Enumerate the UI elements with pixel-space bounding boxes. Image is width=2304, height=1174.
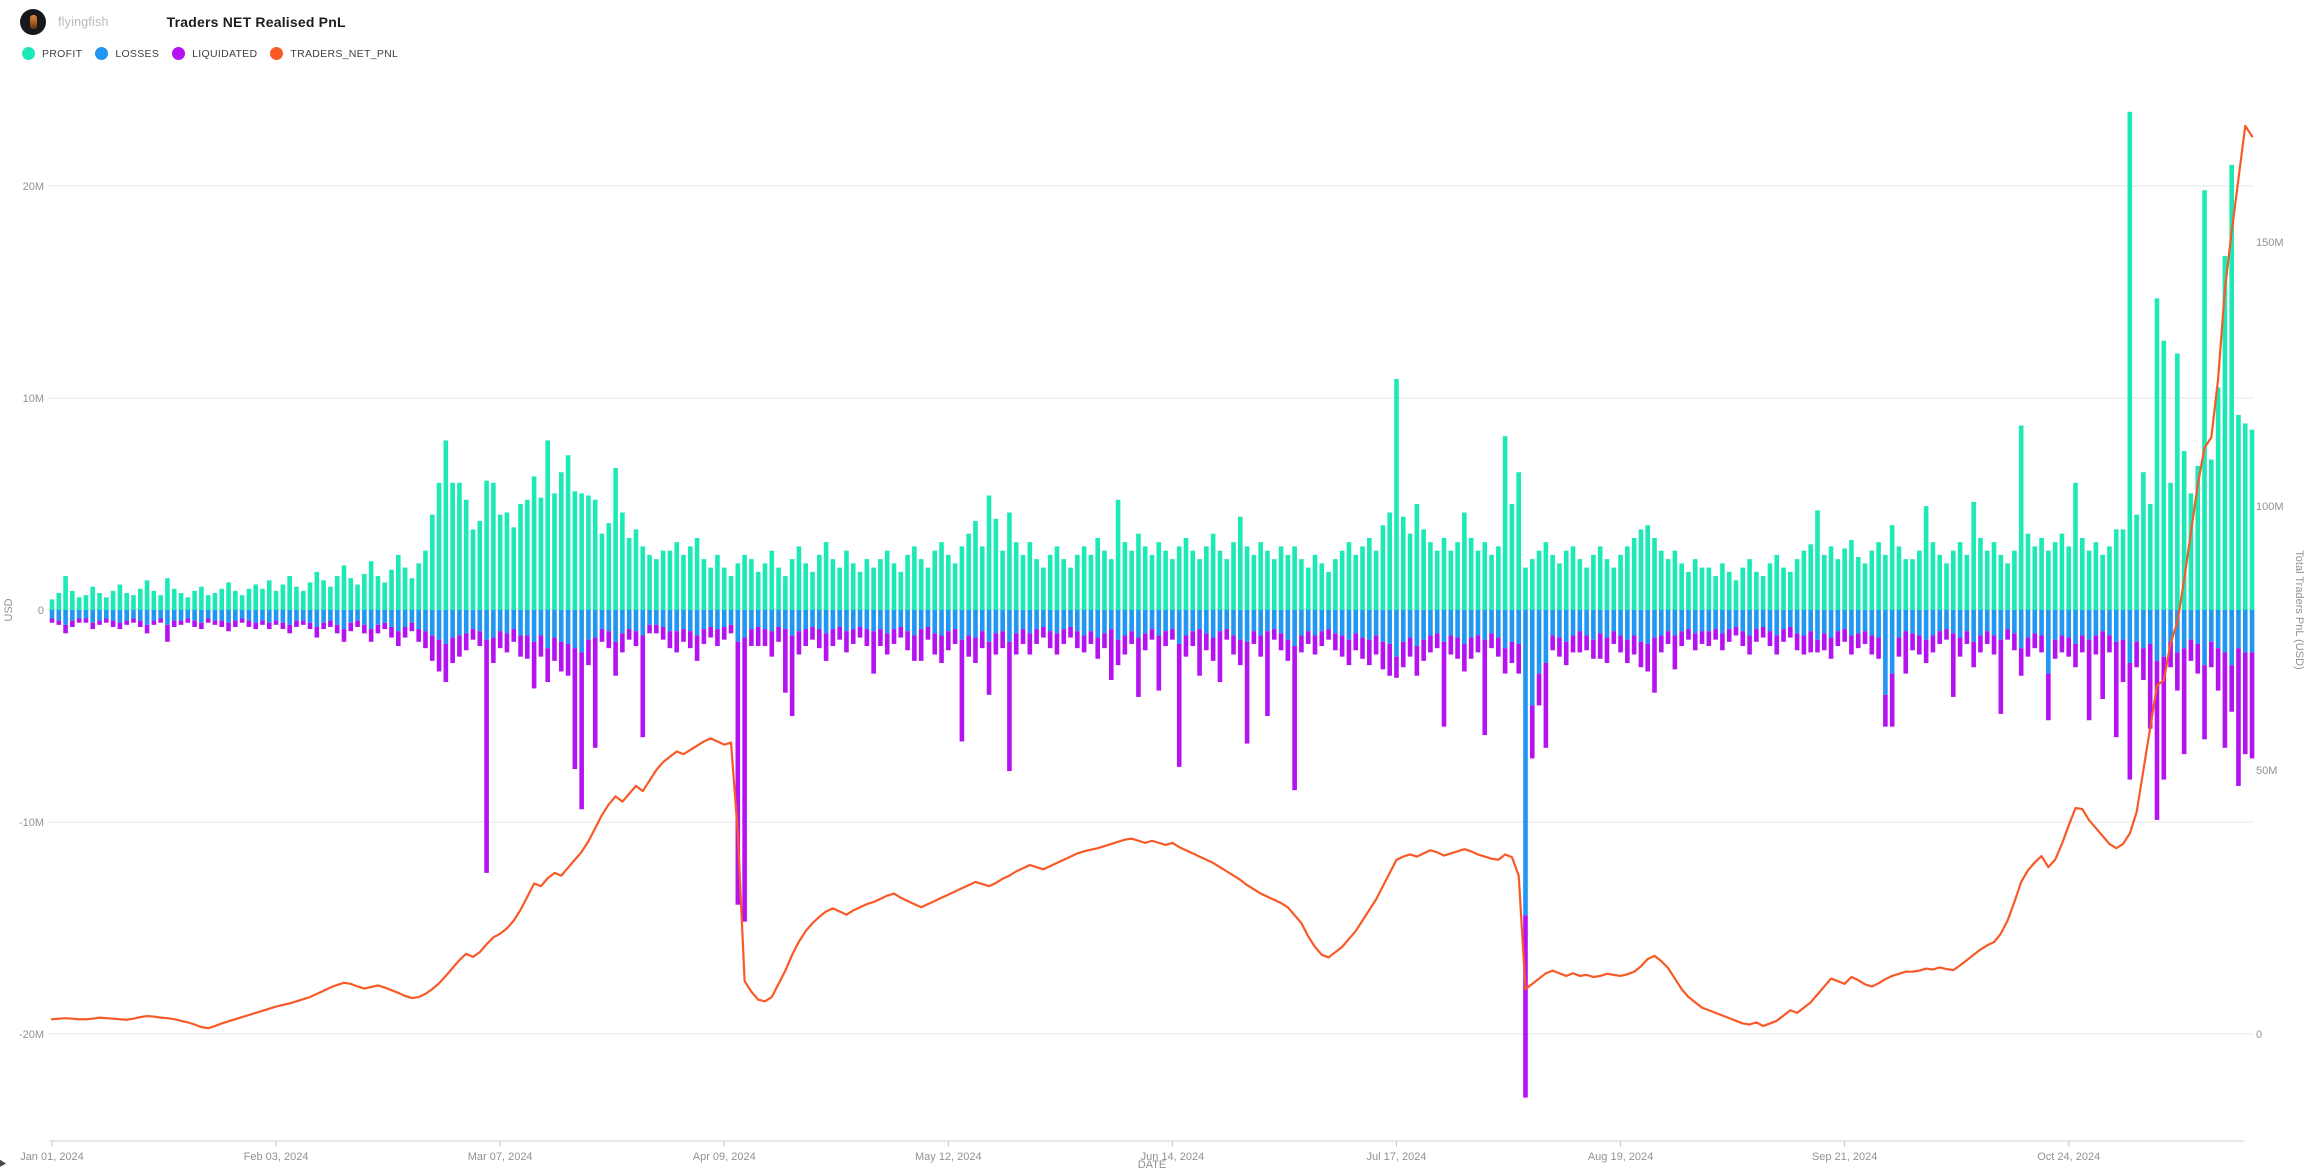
liquidated-dot-icon [172, 47, 186, 60]
legend-item-profit[interactable]: PROFIT [22, 47, 82, 60]
legend-label: LIQUIDATED [192, 47, 258, 60]
svg-text:Jul 17, 2024: Jul 17, 2024 [1367, 1151, 1427, 1163]
svg-text:Total Traders PnL (USD): Total Traders PnL (USD) [2293, 550, 2304, 669]
svg-text:DATE: DATE [1138, 1159, 1167, 1169]
svg-text:May 12, 2024: May 12, 2024 [915, 1151, 982, 1163]
chart-legend: PROFIT LOSSES LIQUIDATED TRADERS_NET_PNL [22, 47, 411, 60]
svg-text:Apr 09, 2024: Apr 09, 2024 [693, 1151, 756, 1163]
legend-label: TRADERS_NET_PNL [290, 47, 399, 60]
svg-text:50M: 50M [2256, 765, 2277, 777]
legend-item-traders-net-pnl[interactable]: TRADERS_NET_PNL [270, 47, 398, 60]
svg-text:0: 0 [38, 605, 44, 617]
legend-label: LOSSES [115, 47, 160, 60]
svg-text:100M: 100M [2256, 501, 2284, 513]
legend-label: PROFIT [42, 47, 83, 60]
svg-text:20M: 20M [23, 181, 44, 193]
svg-text:10M: 10M [23, 393, 44, 405]
profit-dot-icon [22, 47, 35, 60]
traders-net-pnl-dot-icon [270, 47, 284, 60]
brand-name: flyingfish [58, 15, 109, 29]
legend-item-losses[interactable]: LOSSES [95, 47, 159, 60]
svg-text:-10M: -10M [19, 817, 44, 829]
svg-text:Jun 14, 2024: Jun 14, 2024 [1141, 1151, 1205, 1163]
losses-dot-icon [95, 47, 109, 60]
svg-text:USD: USD [3, 598, 15, 621]
svg-text:Mar 07, 2024: Mar 07, 2024 [468, 1151, 533, 1163]
svg-text:Feb 03, 2024: Feb 03, 2024 [244, 1151, 309, 1163]
page-title: Traders NET Realised PnL [166, 14, 346, 30]
app-header: flyingfish Traders NET Realised PnL [20, 7, 346, 37]
svg-text:Sep 21, 2024: Sep 21, 2024 [1812, 1151, 1877, 1163]
svg-text:-20M: -20M [19, 1029, 44, 1041]
svg-text:150M: 150M [2256, 237, 2284, 249]
legend-item-liquidated[interactable]: LIQUIDATED [172, 47, 257, 60]
flyingfish-logo[interactable] [20, 9, 46, 35]
svg-text:0: 0 [2256, 1029, 2262, 1041]
flyingfish-logo-icon [29, 15, 37, 29]
svg-text:Jan 01, 2024: Jan 01, 2024 [20, 1151, 84, 1163]
corner-mark [0, 1157, 6, 1169]
svg-text:Aug 19, 2024: Aug 19, 2024 [1588, 1151, 1653, 1163]
svg-text:Oct 24, 2024: Oct 24, 2024 [2037, 1151, 2100, 1163]
